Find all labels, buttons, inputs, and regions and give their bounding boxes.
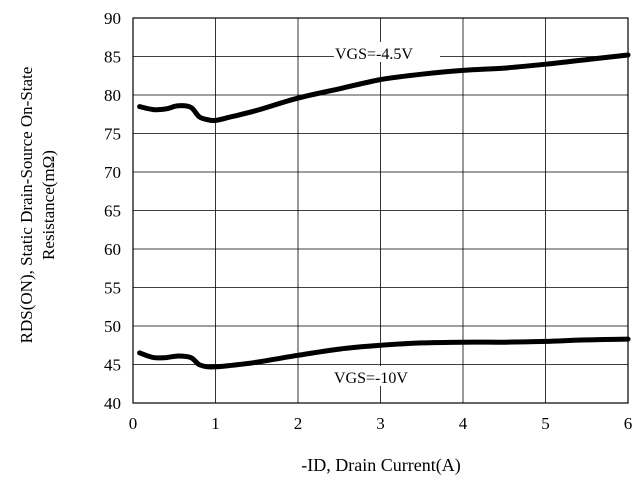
y-tick-label: 50: [104, 317, 121, 336]
series-line-vgs-4v5: [137, 52, 631, 124]
x-tick-label: 5: [541, 414, 550, 433]
series-lines: [137, 52, 631, 370]
x-tick-label: 2: [294, 414, 303, 433]
annotation-4v5-background: [334, 42, 440, 62]
y-tick-label: 80: [104, 86, 121, 105]
y-tick-label: 85: [104, 48, 121, 67]
x-tick-label: 4: [459, 414, 468, 433]
y-tick-label: 70: [104, 163, 121, 182]
annotation-vgs-10v: VGS=-10V: [334, 370, 408, 387]
x-axis-label: -ID, Drain Current(A): [301, 455, 460, 476]
y-axis-label-line-1: RDS(ON), Static Drain-Source On-State: [17, 67, 36, 344]
annotation-vgs-4v5: VGS=-4.5V: [335, 46, 413, 63]
y-tick-label: 40: [104, 394, 121, 413]
y-tick-label: 65: [104, 202, 121, 221]
y-tick-label: 55: [104, 279, 121, 298]
y-tick-label: 90: [104, 9, 121, 28]
y-axis-label-line-2: Resistance(mΩ): [39, 150, 58, 260]
x-tick-label: 6: [624, 414, 633, 433]
y-tick-label: 60: [104, 240, 121, 259]
x-tick-label: 1: [211, 414, 220, 433]
series-line-vgs-10v: [137, 336, 631, 370]
y-tick-label: 75: [104, 125, 121, 144]
annotation-10v-background: [333, 366, 433, 386]
x-tick-label: 0: [129, 414, 138, 433]
y-tick-label: 45: [104, 356, 121, 375]
x-tick-label: 3: [376, 414, 385, 433]
plot-frame: [132, 17, 629, 404]
